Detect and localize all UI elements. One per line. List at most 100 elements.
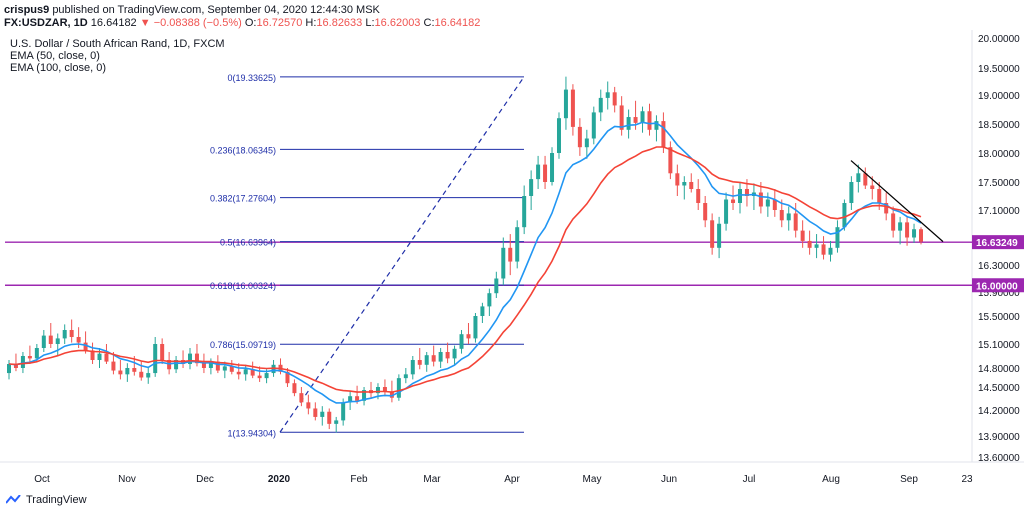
candle-body [452,348,457,359]
candle-body [236,371,241,375]
close-value: 16.64182 [434,17,481,29]
candle-body [424,355,429,365]
candle-body [229,366,234,372]
candle-body [375,387,380,394]
publish-info: published on TradingView.com, September … [52,4,380,16]
candle-body [522,196,527,228]
chart-legend: U.S. Dollar / South African Rand, 1D, FX… [10,38,225,74]
y-tick-label: 18.50000 [978,120,1020,131]
candle-body [543,164,548,182]
candle-body [591,112,596,139]
price-label-bg [972,278,1024,293]
candle-body [661,121,666,148]
x-tick-label: 2020 [268,474,291,485]
candle-body [7,364,11,374]
candle-body [891,213,896,231]
candle-body [83,342,88,351]
candle-body [779,210,784,221]
candle-body [194,353,199,364]
x-tick-label: Oct [34,474,50,485]
candle-body [20,356,25,368]
candle-body [160,344,165,360]
candle-body [362,390,367,401]
candle-body [515,227,520,262]
candle-body [536,164,541,180]
x-tick-label: Apr [504,474,520,485]
candle-body [842,203,847,228]
candle-body [494,278,499,294]
publisher-username[interactable]: crispus9 [4,4,50,16]
candle-body [724,199,729,224]
candle-body [584,138,589,148]
candle-body [104,353,109,362]
candle-body [758,192,763,207]
candle-body [320,411,325,417]
fib-level-label: 0.618(16.00324) [210,281,276,291]
candle-body [668,147,673,174]
close-label: C: [423,17,435,29]
price-chart[interactable]: 20.00000 19.50000 19.00000 18.50000 18.00000… [0,30,1024,494]
y-tick-label: 16.30000 [978,261,1020,272]
symbol-label: FX:USDZAR, 1D [4,17,88,29]
candle-body [125,368,130,375]
candle-body [55,338,60,344]
candle-body [243,369,248,375]
candle-body [167,360,172,370]
candle-body [62,330,67,339]
candle-body [327,411,332,424]
brand-name: TradingView [26,494,87,506]
candle-body [696,189,701,203]
candle-body [828,247,833,255]
ohlc-line: FX:USDZAR, 1D 16.64182 ▼ −0.08388 (−0.5%… [4,16,480,30]
candle-body [577,126,582,148]
low-value: 16.62003 [374,17,421,29]
candle-body [626,117,631,130]
candle-body [905,222,910,238]
candle-body [835,227,840,248]
candle-body [417,360,422,365]
legend-ema100: EMA (100, close, 0) [10,62,106,74]
fib-trend-dashed-line [279,76,525,433]
candle-body [201,363,206,368]
candle-body [689,182,694,189]
candle-body [48,335,53,344]
x-tick-label: Aug [822,474,840,485]
candle-body [744,189,749,196]
candle-body [250,369,255,376]
candle-body [598,97,603,113]
y-tick-label: 15.50000 [978,312,1020,323]
candle-body [814,244,819,248]
publish-header: crispus9 published on TradingView.com, S… [4,3,380,17]
candle-body [111,361,116,371]
x-tick-label: Jun [661,474,677,485]
candle-body [257,375,262,379]
candle-body [501,247,506,279]
price-change: ▼ −0.08388 (−0.5%) [139,17,242,29]
candle-body [737,189,742,203]
candle-body [912,229,917,238]
price-label-bg [972,235,1024,250]
candle-body [139,371,144,378]
candle-body [765,199,770,207]
candle-body [396,378,401,398]
candle-body [821,244,826,255]
candle-body [174,360,179,370]
y-tick-label: 17.50000 [978,178,1020,189]
candle-body [27,356,32,359]
candle-body [619,105,624,130]
price-label-text: 16.00000 [976,281,1018,292]
candle-body [884,203,889,214]
tradingview-logo[interactable]: TradingView [6,494,87,506]
candle-body [459,334,464,349]
candle-body [487,293,492,307]
x-tick-label: 23 [961,474,973,485]
candle-body [647,111,652,130]
candle-body [633,117,638,123]
legend-ema50: EMA (50, close, 0) [10,50,100,62]
candle-body [508,247,513,262]
candle-body [431,355,436,362]
candle-body [612,92,617,106]
candle-body [264,373,269,379]
candle-body [870,185,875,189]
candle-body [480,306,485,316]
